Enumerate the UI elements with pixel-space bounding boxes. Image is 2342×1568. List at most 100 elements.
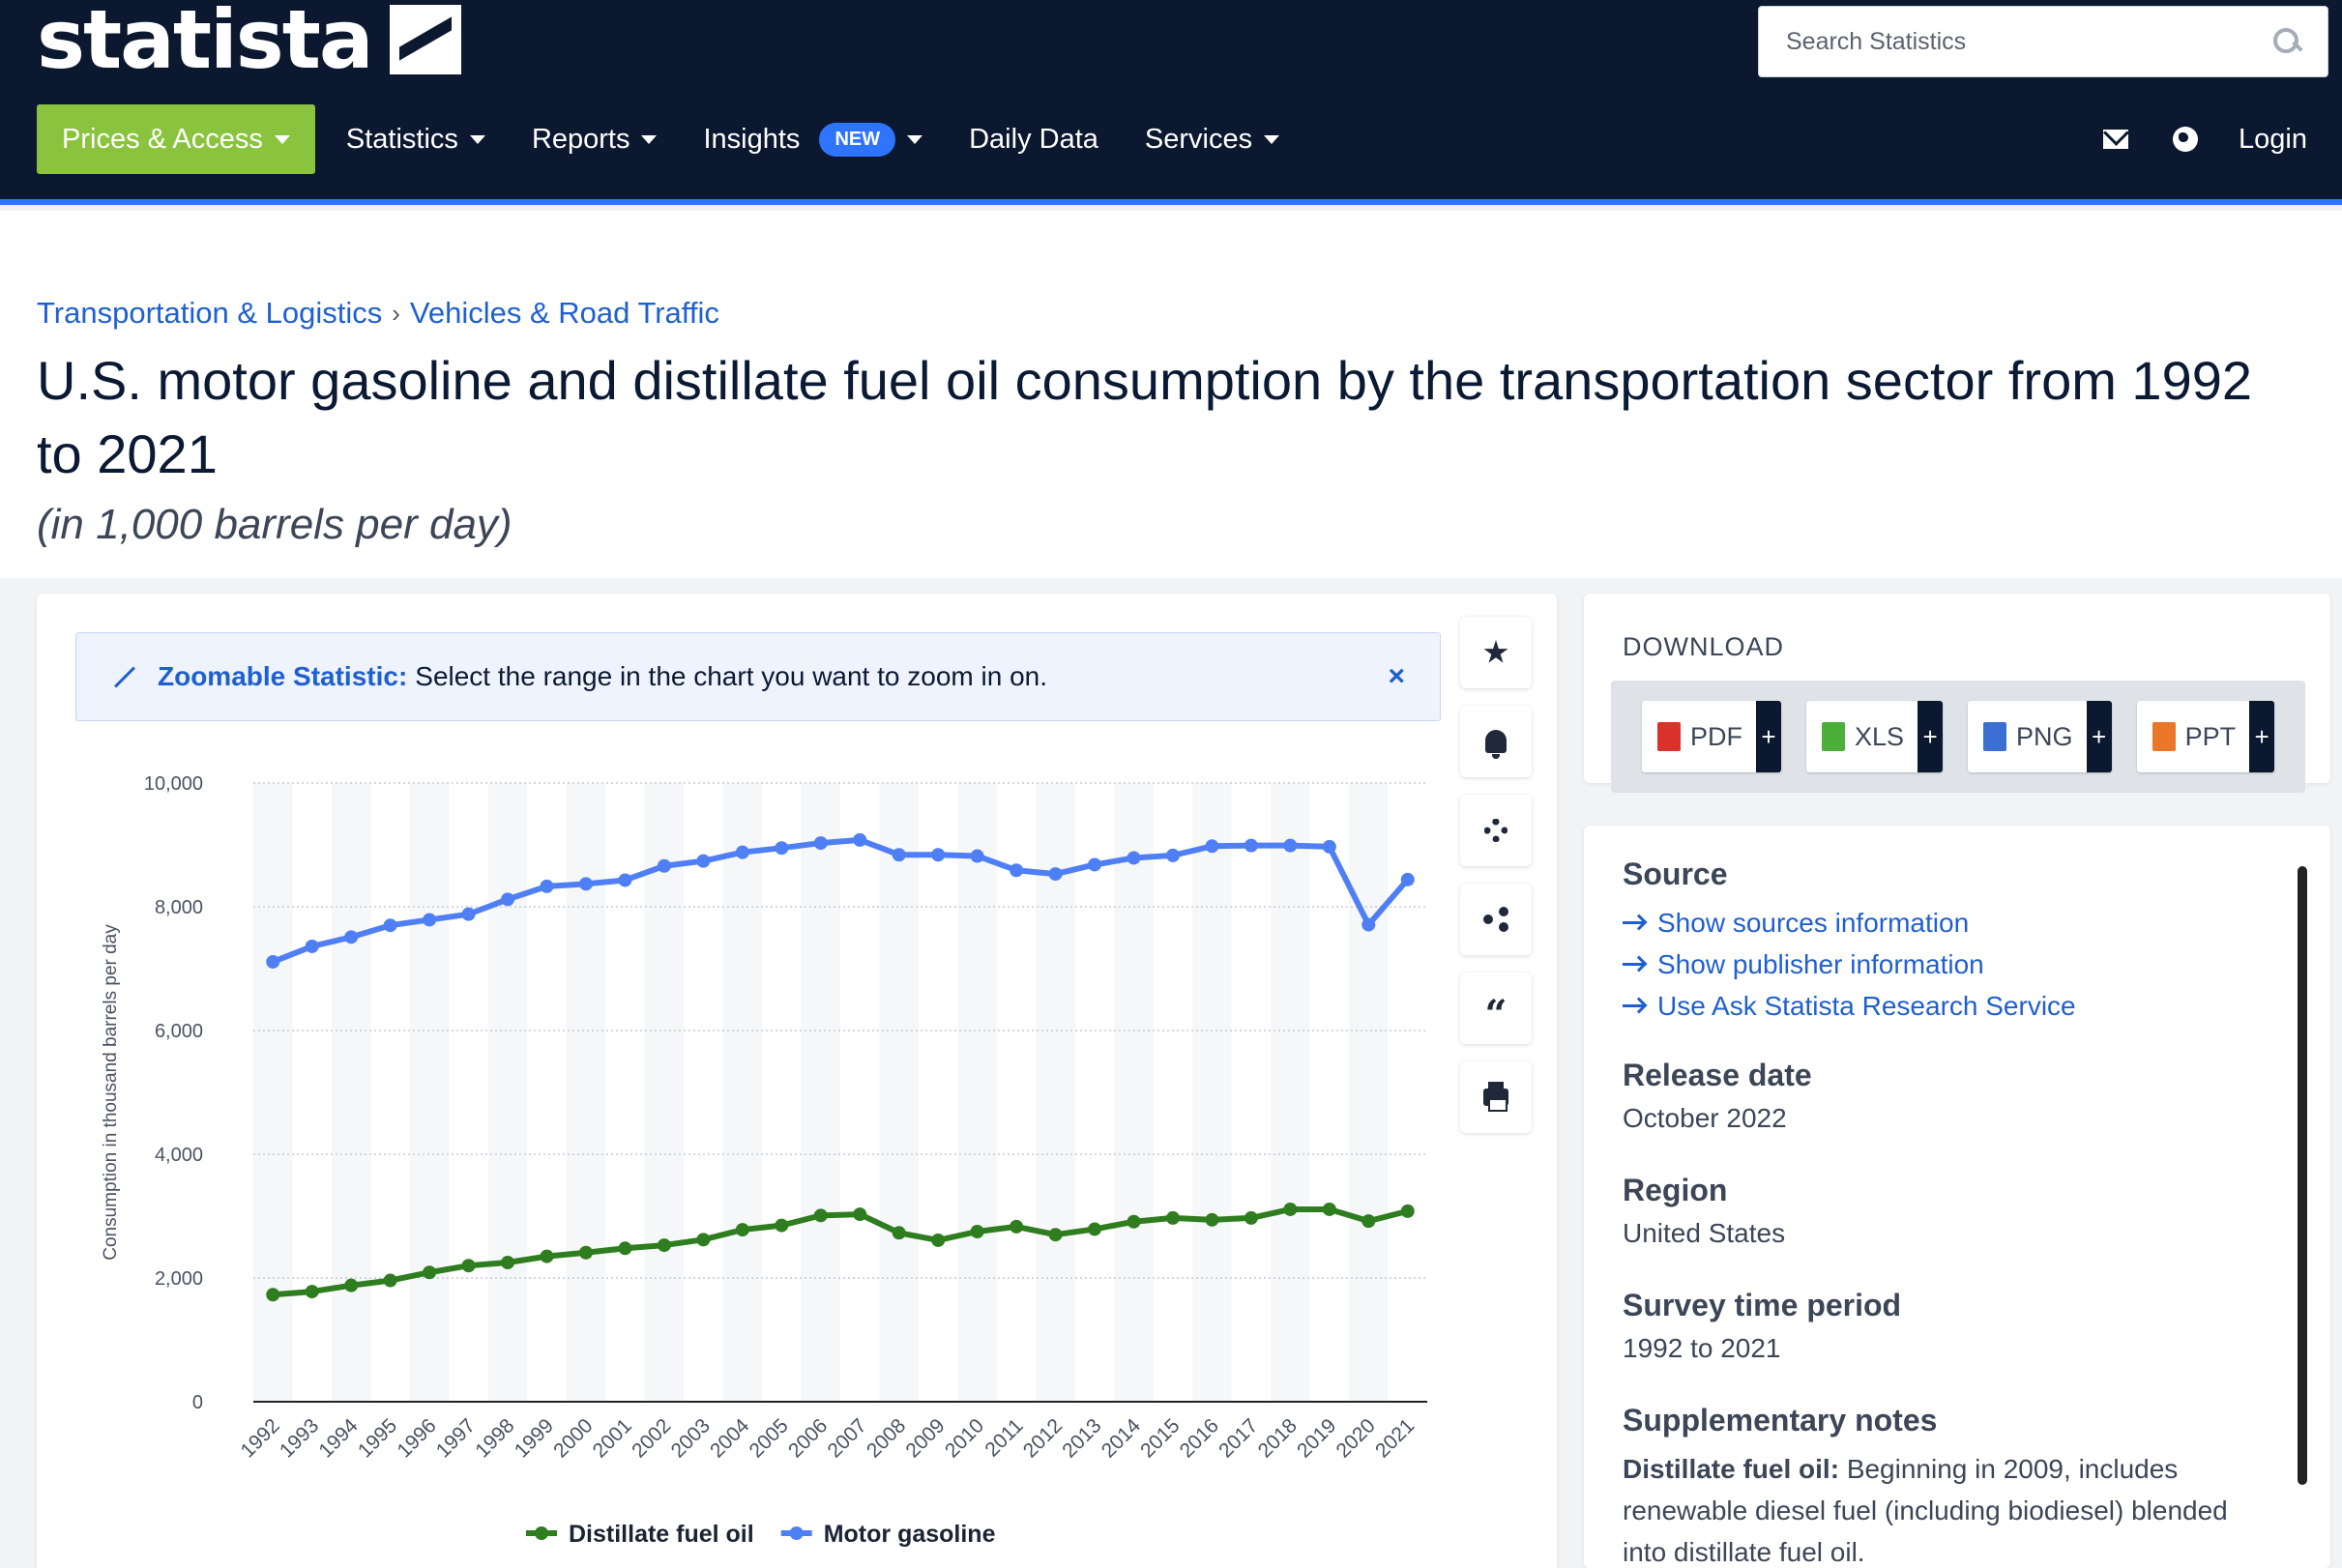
data-point <box>461 907 476 921</box>
y-tick-label: 8,000 <box>155 897 203 918</box>
png-file-icon <box>1983 722 2007 751</box>
data-point <box>735 845 749 859</box>
plus-icon[interactable]: + <box>1756 701 1781 772</box>
data-point <box>578 1245 593 1260</box>
show-sources-link[interactable]: Show sources information <box>1623 902 2261 944</box>
source-title: Source <box>1623 857 1728 891</box>
data-point <box>1127 1214 1141 1229</box>
download-label: XLS <box>1855 721 1905 751</box>
show-publisher-link[interactable]: Show publisher information <box>1623 944 2261 985</box>
data-point <box>1244 838 1258 853</box>
breadcrumb-separator: › <box>392 298 400 328</box>
login-link[interactable]: Login <box>2239 123 2307 155</box>
download-title: DOWNLOAD <box>1623 632 1785 661</box>
top-header: statista Prices & Access Statistics Repo… <box>0 0 2342 205</box>
x-tick-label: 2000 <box>549 1414 597 1462</box>
data-point <box>853 1207 867 1222</box>
mail-icon[interactable] <box>2103 130 2129 149</box>
zoom-banner: Zoomable Statistic: Select the range in … <box>75 632 1441 721</box>
download-label: PPT <box>2184 721 2237 751</box>
x-tick-label: 1992 <box>236 1414 283 1462</box>
data-point <box>1361 917 1376 932</box>
data-point <box>1165 848 1180 862</box>
favorite-button[interactable] <box>1460 617 1532 688</box>
y-axis-label: Consumption in thousand barrels per day <box>101 924 121 1261</box>
nav-services[interactable]: Services <box>1122 104 1303 174</box>
data-point <box>266 954 280 969</box>
plus-icon[interactable]: + <box>2086 701 2112 772</box>
plus-icon[interactable]: + <box>2249 701 2275 772</box>
link-label: Show sources information <box>1657 907 1970 938</box>
download-xls-button[interactable]: XLS + <box>1806 701 1944 772</box>
globe-icon[interactable] <box>2173 127 2199 152</box>
scrollbar[interactable] <box>2298 866 2307 1485</box>
search-icon[interactable] <box>2273 28 2300 55</box>
x-tick-label: 2012 <box>1019 1414 1067 1462</box>
settings-button[interactable] <box>1460 795 1532 866</box>
column-band <box>331 783 371 1402</box>
share-button[interactable] <box>1460 884 1532 955</box>
download-png-button[interactable]: PNG + <box>1968 701 2112 772</box>
nav-daily-data[interactable]: Daily Data <box>946 104 1122 174</box>
line-chart[interactable]: 0 2,000 4,000 6,000 8,000 10,000 Consumption i… <box>37 735 1487 1568</box>
logo-mark-icon <box>389 5 461 74</box>
plus-icon[interactable]: + <box>1918 701 1944 772</box>
zoom-banner-lead: Zoomable Statistic: <box>158 661 408 691</box>
data-point <box>1205 1212 1219 1227</box>
data-point <box>423 913 437 927</box>
nav-prices-access[interactable]: Prices & Access <box>37 104 315 174</box>
column-band <box>1349 783 1389 1402</box>
nav-statistics[interactable]: Statistics <box>323 104 509 174</box>
notification-button[interactable] <box>1460 706 1532 777</box>
survey-period-title: Survey time period <box>1623 1288 1902 1322</box>
cite-button[interactable]: “ <box>1460 973 1532 1044</box>
data-point <box>775 841 789 856</box>
nav-insights[interactable]: Insights NEW <box>680 104 946 174</box>
column-band <box>409 783 450 1402</box>
data-point <box>1283 1202 1298 1216</box>
print-button[interactable] <box>1460 1061 1532 1133</box>
download-pdf-button[interactable]: PDF + <box>1642 701 1781 772</box>
info-content: Source Show sources information Show pub… <box>1623 857 2261 1568</box>
data-point <box>1048 1228 1063 1242</box>
ask-research-link[interactable]: Use Ask Statista Research Service <box>1623 985 2261 1027</box>
data-point <box>1322 839 1336 854</box>
page-subtitle: (in 1,000 barrels per day) <box>37 501 512 548</box>
nav-reports[interactable]: Reports <box>509 104 681 174</box>
nav-label: Prices & Access <box>62 123 263 155</box>
data-point <box>578 877 593 891</box>
data-point <box>892 1226 906 1240</box>
x-tick-label: 2014 <box>1098 1414 1146 1463</box>
nav-right: Login <box>2103 104 2307 174</box>
column-band <box>566 783 606 1402</box>
ppt-file-icon <box>2152 722 2176 751</box>
search-input[interactable] <box>1786 27 2273 56</box>
breadcrumb-item[interactable]: Transportation & Logistics <box>37 296 383 330</box>
x-tick-label: 1998 <box>471 1414 518 1462</box>
close-icon[interactable]: × <box>1388 660 1405 692</box>
breadcrumb-item[interactable]: Vehicles & Road Traffic <box>409 296 719 330</box>
note-lead: Distillate fuel oil: <box>1623 1454 1840 1484</box>
data-point <box>931 1233 946 1247</box>
download-ppt-button[interactable]: PPT + <box>2136 701 2275 772</box>
caret-down-icon <box>1264 134 1280 144</box>
x-tick-label: 2008 <box>863 1414 910 1462</box>
statista-logo[interactable]: statista <box>37 0 461 87</box>
nav-label: Services <box>1144 123 1253 155</box>
data-point <box>1205 839 1219 854</box>
data-point <box>813 1208 828 1223</box>
data-point <box>501 1256 515 1269</box>
download-buttons: PDF + XLS + PNG + PPT + <box>1611 681 2305 793</box>
page-title: U.S. motor gasoline and distillate fuel … <box>37 350 2252 484</box>
data-point <box>540 1249 554 1263</box>
column-band <box>644 783 685 1402</box>
data-point <box>501 892 515 907</box>
region-title: Region <box>1623 1173 1728 1207</box>
data-point <box>383 918 397 933</box>
x-tick-label: 2020 <box>1332 1414 1380 1462</box>
download-card: DOWNLOAD PDF + XLS + PNG + PPT + <box>1584 594 2330 793</box>
x-tick-label: 2011 <box>981 1414 1027 1461</box>
data-point <box>461 1259 476 1273</box>
nav-label: Daily Data <box>969 123 1098 155</box>
main-content: Transportation & Logistics › Vehicles & … <box>0 211 2342 1568</box>
